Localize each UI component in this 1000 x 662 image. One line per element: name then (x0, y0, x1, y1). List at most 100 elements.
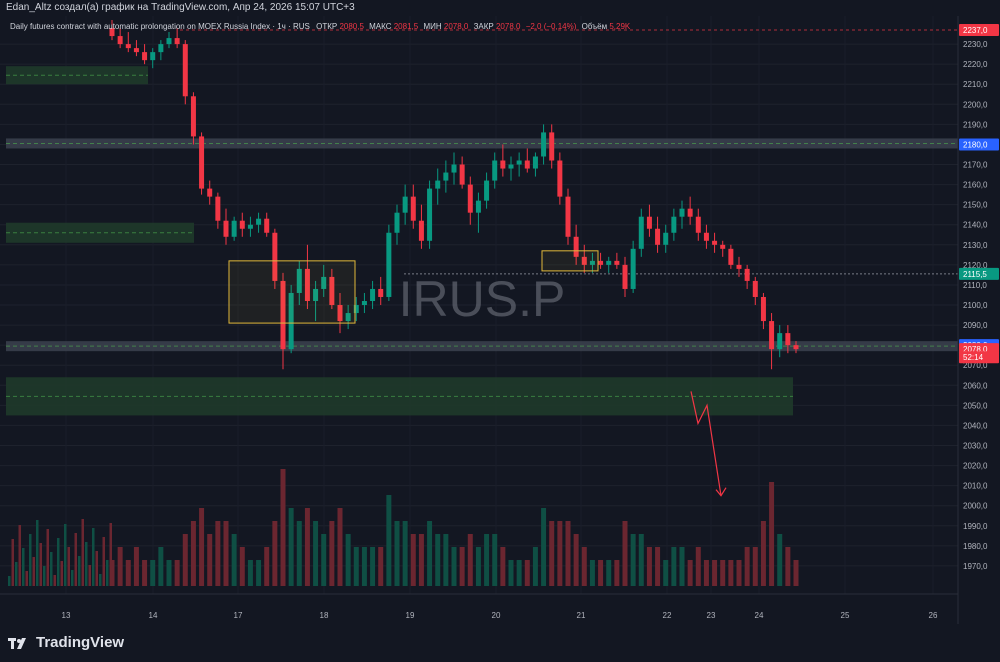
price-badge (959, 24, 999, 37)
candle-body (638, 216, 644, 249)
legend-low-label: МИН (423, 22, 441, 31)
candle-body (671, 216, 677, 233)
drawings (228, 250, 727, 497)
volume-bar (67, 547, 70, 586)
tradingview-logo[interactable]: TradingView (8, 634, 124, 651)
candle-body (247, 224, 253, 229)
volume-bar (321, 534, 327, 586)
candle-body (679, 208, 685, 217)
candle-body (614, 260, 620, 265)
volume-bar (32, 557, 35, 586)
volume-bar (646, 547, 652, 586)
x-tick-label: 23 (707, 611, 716, 620)
volume-bar (142, 560, 148, 586)
zones (6, 29, 958, 416)
volume-bar (256, 560, 262, 586)
price-badge-label: 2180,0 (963, 140, 988, 149)
volume-bar (736, 560, 742, 586)
candle-body (573, 236, 579, 257)
candle-body (606, 260, 612, 265)
volume-bar (573, 534, 579, 586)
candle-body (304, 268, 310, 301)
candle-body (321, 276, 327, 289)
y-tick-label: 2220,0 (963, 60, 988, 69)
x-tick-label: 14 (149, 611, 158, 620)
volume-bar (549, 521, 555, 586)
volume-bar (581, 547, 587, 586)
volume-bar (133, 547, 139, 586)
x-tick-label: 20 (492, 611, 501, 620)
candle-body (565, 196, 571, 237)
volume-bar (36, 520, 39, 586)
volume-bar (744, 547, 750, 586)
tradingview-logo-text: TradingView (36, 634, 125, 651)
volume-bar (81, 519, 84, 586)
candle-body (524, 160, 530, 169)
volume-bar (78, 556, 81, 586)
candle-body (427, 188, 433, 241)
volume-bar (370, 547, 376, 586)
volume-bar (280, 469, 286, 586)
volume-bar (50, 552, 53, 586)
volume-bar (598, 560, 604, 586)
candle-body (158, 44, 164, 53)
candle-body (386, 232, 392, 297)
candle-body (516, 160, 522, 165)
y-tick-label: 2110,0 (963, 281, 987, 290)
candle-body (125, 44, 131, 49)
price-badge (959, 267, 999, 280)
candle-body (410, 196, 416, 221)
candle-body (207, 188, 213, 197)
candle-body (557, 160, 563, 197)
legend-close-label: ЗАКР (474, 22, 494, 31)
price-axis: 1970,0 1980,0 1990,0 2000,0 2010,0 2020,0 2030… (957, 16, 1000, 624)
footer: TradingView (0, 624, 1000, 662)
symbol-watermark: IRUS.P (399, 271, 566, 327)
volume-bar (777, 534, 783, 586)
chart-area[interactable]: IRUS.P Daily futures contract with autom… (0, 16, 1000, 624)
volume-bar (247, 560, 253, 586)
volume-bar (18, 525, 21, 586)
candlestick-chart[interactable]: IRUS.P Daily futures contract with autom… (0, 16, 1000, 624)
price-badge-label: 2115,5 (963, 270, 987, 279)
volume-bar (451, 547, 457, 586)
price-badge (959, 351, 999, 364)
candle-body (231, 220, 237, 237)
x-tick-label: 19 (406, 611, 415, 620)
volume-bar (102, 537, 105, 586)
chart-header: Edan_Altz создал(а) график на TradingVie… (0, 0, 1000, 16)
candle-body (728, 248, 734, 265)
volume-bar (435, 534, 441, 586)
volume-bar (174, 560, 180, 586)
volume-bar (109, 523, 112, 586)
volume-bar (402, 521, 408, 586)
volume-bar (760, 521, 766, 586)
volume-bar (239, 547, 245, 586)
x-tick-label: 21 (577, 611, 586, 620)
y-tick-label: 2090,0 (963, 321, 988, 330)
y-tick-label: 2040,0 (963, 421, 988, 430)
volume-bar (720, 560, 726, 586)
legend-description: Daily futures contract with automatic pr… (10, 22, 310, 31)
volume-bar (484, 534, 490, 586)
y-tick-label: 2190,0 (963, 120, 988, 129)
y-tick-label: 2020,0 (963, 462, 988, 471)
volume-bar (22, 548, 25, 586)
candle-body (720, 244, 726, 249)
volume-bar (85, 542, 88, 586)
y-tick-label: 2210,0 (963, 80, 988, 89)
y-tick-label: 2130,0 (963, 241, 988, 250)
volume-bar (53, 575, 56, 586)
volume-bar (345, 534, 351, 586)
x-tick-label: 22 (663, 611, 672, 620)
volume-bar (190, 521, 196, 586)
price-badge-label: 2237,0 (963, 26, 988, 35)
volume-bar (337, 508, 343, 586)
volume-bar (74, 533, 77, 586)
author-line: Edan_Altz создал(а) график на TradingVie… (6, 2, 355, 13)
price-badge-label: 2078,0 (963, 345, 988, 354)
candle-body (736, 264, 742, 269)
x-tick-label: 24 (755, 611, 764, 620)
volume-bar (443, 534, 449, 586)
y-tick-label: 2150,0 (963, 201, 988, 210)
